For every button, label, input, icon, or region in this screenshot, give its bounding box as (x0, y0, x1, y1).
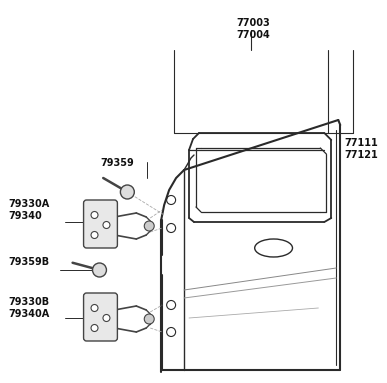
Text: 79359: 79359 (101, 158, 134, 168)
FancyBboxPatch shape (84, 200, 117, 248)
Circle shape (91, 324, 98, 332)
Circle shape (144, 221, 154, 231)
Circle shape (103, 314, 110, 321)
Circle shape (92, 263, 106, 277)
Text: 77111
77121: 77111 77121 (344, 138, 378, 160)
Circle shape (120, 185, 134, 199)
FancyBboxPatch shape (84, 293, 117, 341)
Circle shape (91, 304, 98, 311)
Text: 79330A
79340: 79330A 79340 (8, 199, 49, 221)
Circle shape (103, 221, 110, 229)
Text: 79359B: 79359B (8, 257, 49, 267)
Text: 79330B
79340A: 79330B 79340A (8, 297, 49, 319)
Text: 77003
77004: 77003 77004 (237, 18, 271, 39)
Circle shape (91, 211, 98, 218)
Circle shape (144, 314, 154, 324)
Circle shape (91, 231, 98, 239)
